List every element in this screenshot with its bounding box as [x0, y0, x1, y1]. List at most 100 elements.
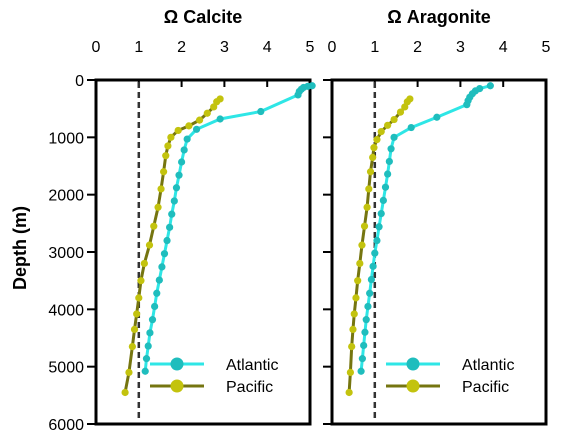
data-point-1-0-23: [362, 316, 370, 324]
data-point-1-0-17: [373, 236, 381, 245]
legend-marker-1-0: [406, 357, 420, 371]
data-point-0-0-20: [155, 276, 163, 284]
data-point-0-1-7: [167, 133, 175, 141]
data-point-1-1-10: [366, 168, 375, 176]
data-point-0-1-18: [133, 310, 141, 318]
x-tick-label-1-2: 2: [413, 39, 422, 56]
data-point-0-0-21: [153, 289, 161, 297]
data-point-1-0-14: [379, 196, 387, 204]
data-point-0-1-12: [154, 203, 162, 211]
x-tick-label-1-5: 5: [542, 39, 551, 56]
data-point-0-0-24: [146, 329, 154, 337]
data-point-1-1-11: [365, 185, 373, 193]
data-point-1-0-7: [433, 113, 441, 121]
data-point-1-0-8: [407, 123, 415, 132]
data-point-1-0-6: [463, 101, 471, 109]
y-tick-label-6: 6000: [48, 417, 84, 434]
x-tick-label-0-4: 4: [263, 39, 272, 56]
x-tick-label-1-4: 4: [499, 39, 508, 56]
data-point-0-1-21: [125, 368, 133, 376]
data-point-0-0-26: [142, 355, 151, 363]
y-tick-label-0: 0: [75, 73, 84, 90]
data-point-1-1-21: [346, 368, 355, 376]
data-point-0-0-14: [170, 197, 178, 205]
x-tick-label-0-1: 1: [134, 39, 143, 56]
data-point-1-0-20: [367, 275, 375, 284]
data-point-0-0-5: [294, 91, 302, 99]
data-point-1-1-16: [354, 277, 362, 285]
data-point-0-1-6: [174, 126, 182, 135]
data-point-1-0-18: [371, 249, 379, 257]
data-point-1-1-20: [348, 343, 356, 351]
data-point-1-1-19: [349, 325, 357, 333]
y-axis-label: Depth (m): [10, 206, 30, 290]
legend-label-0-0: Atlantic: [226, 357, 278, 374]
data-point-1-0-11: [385, 157, 393, 166]
data-point-0-0-23: [148, 316, 157, 324]
data-point-1-1-2: [401, 103, 409, 111]
x-tick-label-0-0: 0: [92, 39, 101, 56]
x-tick-label-0-2: 2: [177, 39, 186, 56]
data-point-0-0-8: [192, 125, 201, 133]
series-line-1-1: [347, 97, 412, 393]
data-point-0-1-22: [121, 388, 129, 397]
data-point-1-0-10: [387, 145, 395, 153]
data-point-0-0-13: [172, 184, 181, 192]
data-point-0-0-7: [216, 115, 224, 123]
legend-marker-0-1: [170, 379, 184, 393]
data-point-0-0-15: [168, 210, 176, 218]
data-point-1-0-12: [384, 170, 392, 178]
legend-label-1-1: Pacific: [462, 379, 509, 396]
data-point-0-0-27: [141, 367, 149, 375]
data-point-0-0-19: [158, 263, 166, 271]
chart-title-0: Ω Calcite: [164, 7, 242, 27]
data-point-1-1-12: [363, 203, 371, 211]
data-point-1-0-26: [358, 355, 366, 363]
x-tick-label-0-5: 5: [306, 39, 315, 56]
data-point-1-0-16: [375, 223, 383, 231]
data-point-0-1-11: [157, 185, 165, 193]
data-point-0-0-25: [144, 342, 152, 350]
y-tick-label-3: 3000: [48, 245, 84, 262]
x-tick-label-0-3: 3: [220, 39, 229, 56]
y-tick-label-2: 2000: [48, 188, 84, 205]
data-point-0-0-22: [151, 302, 159, 311]
legend-marker-0-0: [170, 357, 184, 371]
legend-marker-1-1: [406, 379, 420, 393]
data-point-1-1-3: [396, 108, 405, 116]
data-point-1-0-21: [366, 289, 374, 297]
data-point-0-0-16: [166, 223, 174, 231]
data-point-0-1-3: [203, 109, 211, 117]
data-point-1-0-0: [486, 82, 494, 90]
data-point-0-1-20: [128, 343, 136, 351]
y-tick-label-5: 5000: [48, 360, 84, 377]
data-point-0-1-9: [162, 152, 170, 160]
y-tick-label-1: 1000: [48, 130, 84, 147]
data-point-1-1-5: [384, 121, 392, 129]
data-point-1-0-13: [381, 183, 390, 191]
y-tick-label-4: 4000: [48, 302, 84, 319]
data-point-1-1-18: [350, 310, 358, 318]
data-point-0-0-17: [163, 236, 171, 245]
data-point-1-1-8: [370, 144, 378, 152]
data-point-1-0-24: [361, 328, 369, 336]
data-point-0-0-10: [180, 146, 188, 154]
data-point-1-0-19: [369, 262, 377, 270]
data-point-0-1-10: [160, 168, 168, 176]
data-point-1-1-4: [390, 115, 398, 124]
legend-label-0-1: Pacific: [226, 379, 273, 396]
data-point-0-0-9: [183, 135, 191, 143]
data-point-0-1-14: [145, 241, 154, 249]
data-point-1-0-25: [360, 341, 368, 350]
data-point-1-1-7: [373, 136, 381, 144]
data-point-0-1-4: [195, 116, 204, 124]
legend-label-1-0: Atlantic: [462, 357, 514, 374]
data-point-1-1-6: [377, 128, 385, 136]
data-point-0-1-8: [164, 142, 172, 150]
data-point-1-1-15: [356, 259, 364, 268]
data-point-1-0-22: [364, 302, 372, 311]
data-point-0-1-5: [185, 122, 193, 130]
x-tick-label-1-0: 0: [328, 39, 337, 56]
data-point-0-0-6: [257, 107, 265, 116]
